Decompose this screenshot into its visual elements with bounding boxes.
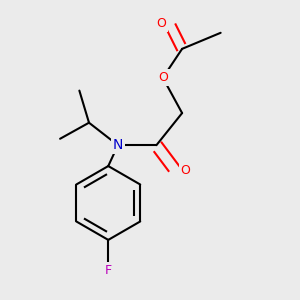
Text: O: O <box>180 164 190 177</box>
Text: N: N <box>113 138 123 152</box>
Text: O: O <box>158 71 168 84</box>
Text: O: O <box>156 17 166 30</box>
Text: F: F <box>105 264 112 277</box>
